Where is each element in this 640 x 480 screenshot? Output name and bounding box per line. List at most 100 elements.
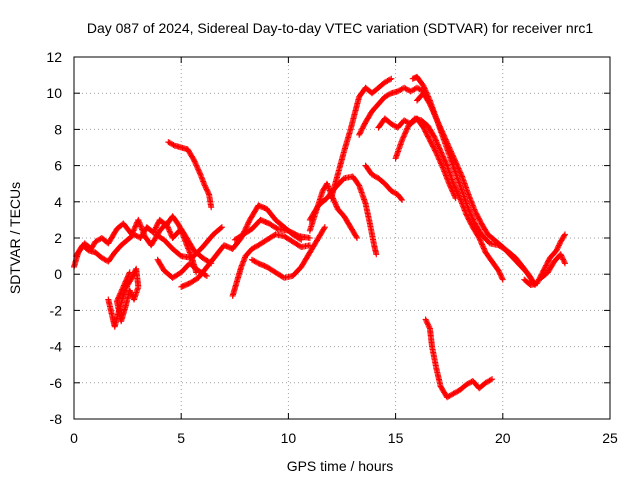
x-tick-label: 10: [281, 430, 297, 446]
data-point: [166, 139, 173, 146]
data-point: [442, 135, 449, 142]
series-sat-c: [105, 265, 142, 330]
data-point: [123, 275, 130, 282]
data-point: [431, 111, 438, 118]
data-point: [132, 223, 139, 230]
data-point: [435, 119, 442, 126]
data-point: [98, 254, 105, 261]
data-point: [398, 195, 405, 202]
data-point: [203, 273, 210, 280]
data-point: [131, 224, 138, 231]
data-point: [121, 281, 128, 288]
data-point: [410, 86, 417, 93]
data-point: [477, 238, 484, 245]
data-point: [450, 155, 457, 162]
data-point: [558, 253, 565, 260]
data-point: [467, 211, 474, 218]
data-point: [169, 141, 176, 148]
data-point: [457, 170, 464, 177]
data-point: [450, 390, 457, 397]
data-point: [433, 138, 440, 145]
data-point: [435, 142, 442, 149]
data-point: [387, 76, 394, 83]
data-point: [244, 220, 251, 227]
data-point: [205, 190, 212, 197]
data-point: [424, 320, 431, 327]
y-axis-label: SDTVAR / TECUs: [7, 182, 23, 294]
data-point: [400, 134, 407, 141]
data-point: [425, 321, 432, 328]
y-tick-label: 12: [46, 49, 62, 65]
data-point: [394, 88, 401, 95]
data-point: [399, 137, 406, 144]
data-point: [451, 182, 458, 189]
data-point: [321, 225, 328, 232]
data-point: [450, 180, 457, 187]
series-sat-q: [392, 115, 506, 283]
data-point: [480, 244, 487, 251]
data-point: [470, 217, 477, 224]
data-point: [555, 242, 562, 249]
data-point: [433, 116, 440, 123]
data-point: [450, 153, 457, 160]
data-point: [451, 183, 458, 190]
data-point: [430, 110, 437, 117]
data-point: [452, 158, 459, 165]
data-point: [218, 224, 225, 231]
data-point: [478, 240, 485, 247]
data-point: [415, 85, 422, 92]
data-point: [203, 185, 210, 192]
data-point: [421, 85, 428, 92]
data-point: [422, 86, 429, 93]
data-point: [480, 245, 487, 252]
data-point: [445, 393, 452, 400]
data-point: [553, 247, 560, 254]
data-point: [165, 139, 172, 146]
data-point: [423, 319, 430, 326]
y-tick-label: 2: [54, 230, 62, 246]
data-point: [442, 159, 449, 166]
data-point: [388, 120, 395, 127]
data-point: [397, 86, 404, 93]
data-point: [117, 290, 124, 297]
data-point: [441, 156, 448, 163]
data-point: [133, 232, 140, 239]
data-point: [436, 145, 443, 152]
data-point: [119, 285, 126, 292]
data-point: [465, 206, 472, 213]
data-point: [117, 289, 124, 296]
data-point: [434, 118, 441, 125]
data-point: [416, 86, 423, 93]
data-point: [131, 226, 138, 233]
data-point: [167, 229, 174, 236]
data-point: [441, 157, 448, 164]
data-point: [245, 219, 252, 226]
data-point: [387, 90, 394, 97]
data-point: [453, 389, 460, 396]
data-point: [431, 134, 438, 141]
data-point: [453, 187, 460, 194]
data-point: [439, 153, 446, 160]
data-point: [440, 131, 447, 138]
data-point: [353, 233, 360, 240]
data-point: [482, 379, 489, 386]
data-point: [479, 242, 486, 249]
data-point: [202, 183, 209, 190]
data-point: [442, 158, 449, 165]
series-sat-t: [422, 316, 496, 401]
data-point: [437, 146, 444, 153]
data-point: [170, 141, 177, 148]
data-point: [381, 79, 388, 86]
data-point: [432, 112, 439, 119]
data-point: [251, 258, 258, 265]
y-tick-label: -8: [50, 411, 63, 427]
data-point: [369, 171, 376, 178]
series-sat-o: [362, 162, 406, 203]
data-point: [165, 225, 172, 232]
data-point: [446, 392, 453, 399]
data-point: [401, 131, 408, 138]
data-point: [203, 186, 210, 193]
x-tick-label: 20: [495, 430, 511, 446]
y-tick-label: 6: [54, 158, 62, 174]
data-point: [193, 162, 200, 169]
